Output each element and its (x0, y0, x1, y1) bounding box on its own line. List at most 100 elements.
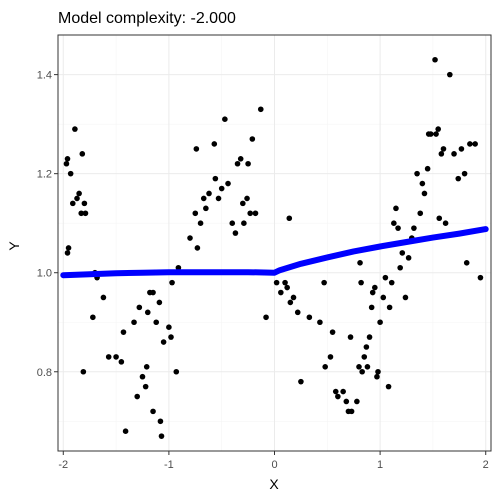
data-point (372, 284, 378, 291)
data-point (411, 225, 417, 231)
data-point (290, 294, 297, 301)
data-point (160, 339, 167, 345)
data-point (74, 195, 80, 202)
major-grid (58, 35, 491, 451)
y-tick-label: 1.2 (37, 169, 52, 181)
data-point (192, 210, 199, 217)
data-point (399, 250, 406, 256)
data-point (421, 190, 428, 197)
data-point (215, 195, 222, 202)
data-point (136, 304, 143, 311)
x-tick-label: 0 (271, 459, 277, 471)
x-tick-label: 1 (377, 459, 383, 471)
data-point (467, 141, 473, 147)
data-point (150, 408, 156, 415)
data-point (65, 245, 72, 251)
data-point (428, 131, 434, 137)
data-point (79, 151, 86, 157)
data-point (287, 299, 294, 306)
data-point (414, 170, 420, 177)
data-point (156, 299, 163, 306)
data-point (364, 364, 371, 370)
data-point (329, 329, 336, 335)
data-point (247, 210, 254, 217)
data-point (78, 210, 85, 217)
data-point (357, 260, 363, 266)
data-point (82, 210, 89, 217)
data-point (118, 359, 125, 365)
data-point (354, 398, 360, 405)
data-point (393, 205, 399, 212)
x-axis-title: X (269, 476, 279, 492)
data-point (366, 334, 373, 340)
y-tick-label: 1.0 (37, 268, 52, 280)
data-point (206, 190, 212, 197)
data-point (447, 71, 453, 78)
data-point (64, 156, 71, 162)
data-point (218, 185, 225, 192)
data-point (306, 314, 313, 321)
data-point (144, 309, 151, 316)
data-point (139, 373, 146, 380)
data-point (322, 364, 328, 370)
data-point (134, 393, 141, 400)
data-point (385, 383, 392, 390)
data-point (249, 136, 256, 142)
data-point (122, 428, 129, 434)
data-point (356, 364, 362, 370)
data-point (327, 354, 334, 360)
data-point (241, 220, 247, 226)
data-point (158, 433, 165, 439)
data-point (374, 373, 380, 380)
data-point (388, 279, 395, 286)
y-axis-title: Y (6, 241, 22, 251)
data-point (391, 220, 397, 226)
data-point (348, 408, 355, 415)
data-point (332, 388, 339, 395)
data-point (194, 245, 201, 251)
data-point (368, 304, 375, 311)
data-point (211, 141, 218, 147)
data-point (440, 146, 447, 152)
data-point (286, 215, 293, 222)
data-point (380, 294, 387, 301)
x-tick-label: -1 (164, 459, 174, 471)
data-point (187, 235, 193, 241)
data-point (63, 160, 70, 167)
data-point (157, 418, 164, 425)
data-point (142, 383, 149, 390)
data-point (150, 289, 156, 296)
scatter-points (63, 56, 484, 439)
data-point (131, 319, 137, 326)
data-point (361, 354, 368, 360)
data-point (197, 220, 204, 226)
data-point (375, 368, 381, 375)
data-point (343, 398, 350, 405)
data-point (402, 294, 409, 301)
x-axis: -2 -1 0 1 2 (58, 451, 489, 471)
data-point (369, 289, 376, 296)
data-point (432, 56, 438, 63)
data-point (451, 151, 457, 157)
data-point (397, 264, 403, 271)
data-point (340, 388, 346, 395)
data-point (169, 279, 175, 286)
data-point (200, 195, 207, 202)
data-point (232, 230, 239, 236)
data-point (193, 146, 200, 152)
data-point (240, 200, 246, 207)
data-point (436, 215, 443, 222)
data-point (363, 344, 370, 350)
data-point (359, 368, 365, 375)
data-point (424, 165, 431, 172)
data-point (245, 160, 251, 167)
data-point (80, 368, 87, 375)
data-point (257, 106, 264, 113)
data-point (113, 354, 119, 360)
data-point (212, 175, 219, 182)
data-point (222, 116, 228, 122)
data-point (166, 324, 172, 330)
data-point (455, 175, 462, 182)
data-point (67, 170, 74, 177)
